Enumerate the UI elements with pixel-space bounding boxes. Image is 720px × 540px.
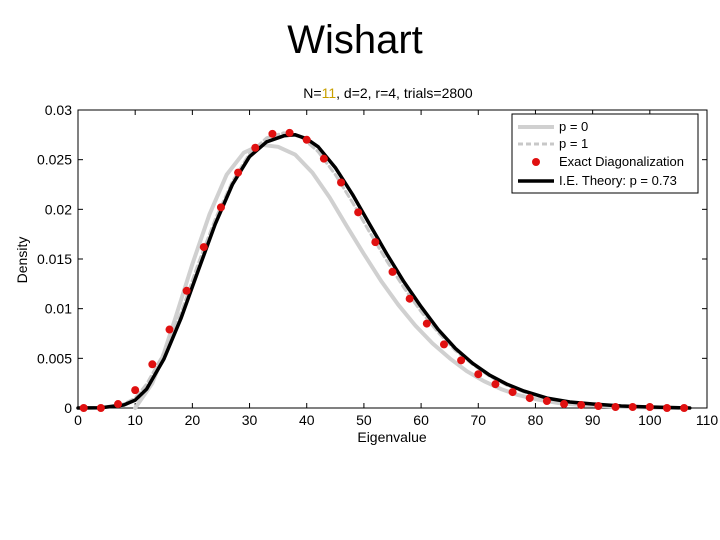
y-tick-label: 0.025: [37, 152, 72, 168]
x-tick-label: 60: [413, 412, 429, 428]
exact-diagonalization-point: [371, 238, 380, 247]
legend-label-ie: I.E. Theory: p = 0.73: [559, 173, 677, 188]
legend-label-p1: p = 1: [559, 136, 588, 151]
exact-diagonalization-point: [525, 394, 534, 403]
exact-diagonalization-point: [354, 208, 363, 217]
exact-diagonalization-point: [319, 154, 328, 163]
y-tick-label: 0.01: [45, 301, 72, 317]
exact-diagonalization-point: [131, 386, 140, 395]
exact-diagonalization-point: [337, 178, 346, 187]
legend-swatch-exact: [532, 158, 540, 166]
exact-diagonalization-point: [560, 400, 569, 409]
exact-diagonalization-point: [388, 267, 397, 276]
exact-diagonalization-point: [542, 397, 551, 406]
exact-diagonalization-point: [645, 403, 654, 412]
x-tick-label: 80: [528, 412, 544, 428]
x-tick-label: 10: [127, 412, 143, 428]
x-tick-label: 0: [74, 412, 82, 428]
exact-diagonalization-point: [457, 356, 466, 365]
chart-title-part-1: N=: [303, 85, 321, 101]
exact-diagonalization-point: [285, 128, 294, 137]
legend-label-p0: p = 0: [559, 119, 588, 134]
y-axis-label: Density: [14, 237, 30, 284]
exact-diagonalization-point: [114, 400, 123, 409]
exact-diagonalization-point: [662, 404, 671, 412]
axis-ticks: 0 10 20 30 40 50 60 70 80 90 100 110 0 0.005 0.01 0.015…: [37, 102, 718, 428]
exact-diagonalization-point: [680, 404, 689, 412]
exact-diagonalization-point: [508, 388, 517, 397]
y-tick-label: 0.005: [37, 350, 72, 366]
exact-diagonalization-point: [302, 135, 311, 144]
y-tick-label: 0.02: [45, 201, 72, 217]
exact-diagonalization-point: [96, 404, 105, 412]
exact-diagonalization-point: [577, 401, 586, 410]
x-tick-label: 70: [470, 412, 486, 428]
exact-diagonalization-point: [199, 243, 208, 252]
x-tick-label: 30: [242, 412, 258, 428]
slide-title: Wishart: [287, 18, 423, 62]
exact-diagonalization-point: [422, 319, 431, 328]
exact-diagonalization-point: [594, 402, 603, 411]
legend-label-exact: Exact Diagonalization: [559, 154, 684, 169]
exact-diagonalization-point: [474, 370, 483, 379]
y-tick-label: 0: [64, 400, 72, 416]
chart-title-part-3: , d=2, r=4, trials=2800: [336, 85, 473, 101]
x-tick-label: 50: [356, 412, 372, 428]
chart-title-part-2: 11: [322, 85, 337, 101]
exact-diagonalization-point: [491, 380, 500, 389]
exact-diagonalization-point: [251, 143, 260, 152]
exact-diagonalization-point: [165, 325, 174, 334]
exact-diagonalization-point: [628, 403, 637, 412]
x-tick-label: 20: [185, 412, 201, 428]
series-layer: [76, 128, 692, 412]
chart-title: N=11, d=2, r=4, trials=2800: [303, 85, 473, 101]
exact-diagonalization-point: [439, 340, 448, 349]
legend: p = 0 p = 1 Exact Diagonalization I.E. T…: [511, 113, 699, 194]
exact-diagonalization-point: [234, 168, 243, 177]
exact-diagonalization-point: [268, 129, 277, 138]
y-tick-label: 0.03: [45, 102, 72, 118]
exact-diagonalization-point: [79, 404, 88, 412]
x-axis-label: Eigenvalue: [357, 429, 426, 445]
exact-diagonalization-point: [148, 360, 157, 369]
x-tick-label: 110: [696, 412, 719, 428]
y-tick-label: 0.015: [37, 251, 72, 267]
exact-diagonalization-point: [182, 286, 191, 295]
x-tick-label: 100: [638, 412, 662, 428]
exact-diagonalization-point: [611, 403, 620, 412]
series-p0-line: [133, 142, 681, 410]
x-tick-label: 90: [585, 412, 601, 428]
x-tick-label: 40: [299, 412, 315, 428]
exact-diagonalization-point: [405, 294, 414, 303]
exact-diagonalization-point: [216, 203, 225, 212]
